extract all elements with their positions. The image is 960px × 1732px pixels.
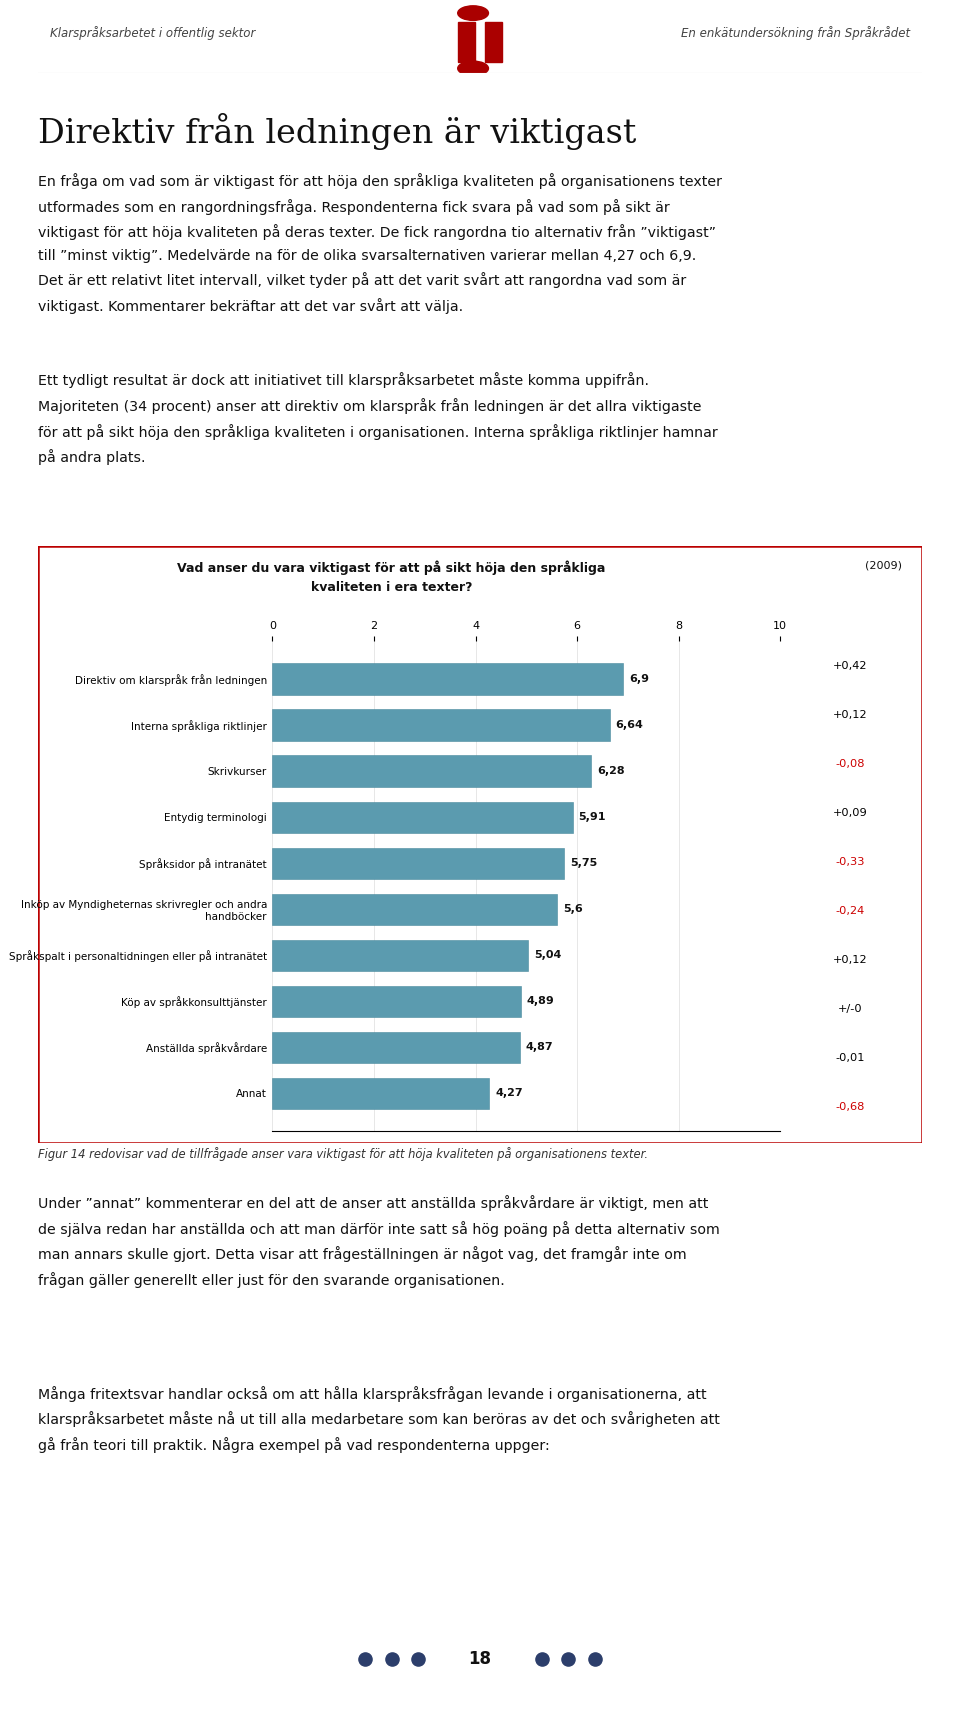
Text: +/-0: +/-0 bbox=[838, 1003, 863, 1013]
Text: 4,27: 4,27 bbox=[495, 1088, 523, 1098]
Point bbox=[561, 1645, 576, 1673]
Text: kvaliteten i era texter?: kvaliteten i era texter? bbox=[311, 582, 472, 594]
Text: Under ”annat” kommenterar en del att de anser att anställda språkvårdare är vikt: Under ”annat” kommenterar en del att de … bbox=[38, 1195, 720, 1289]
Bar bbox=[273, 755, 591, 786]
Point bbox=[384, 1645, 399, 1673]
Text: Ett tydligt resultat är dock att initiativet till klarspråksarbetet måste komma : Ett tydligt resultat är dock att initiat… bbox=[38, 372, 718, 466]
Text: 18: 18 bbox=[468, 1651, 492, 1668]
Circle shape bbox=[458, 5, 489, 21]
Text: 6,28: 6,28 bbox=[597, 766, 625, 776]
Text: 5,6: 5,6 bbox=[563, 904, 583, 914]
Text: +0,09: +0,09 bbox=[833, 807, 868, 818]
Text: Vad anser du vara viktigast för att på sikt höja den språkliga: Vad anser du vara viktigast för att på s… bbox=[178, 561, 606, 575]
Text: Direktiv från ledningen är viktigast: Direktiv från ledningen är viktigast bbox=[38, 113, 636, 151]
Text: (2009): (2009) bbox=[865, 561, 902, 570]
Text: En enkätundersökning från Språkrådet: En enkätundersökning från Språkrådet bbox=[681, 26, 910, 40]
Bar bbox=[459, 23, 475, 62]
Bar bbox=[273, 847, 564, 878]
Bar bbox=[273, 710, 610, 741]
Bar bbox=[273, 1077, 490, 1108]
Point bbox=[534, 1645, 549, 1673]
Bar bbox=[273, 986, 520, 1017]
Text: +0,42: +0,42 bbox=[833, 660, 868, 670]
Text: 5,75: 5,75 bbox=[570, 857, 598, 868]
Text: 5,91: 5,91 bbox=[579, 812, 606, 823]
FancyBboxPatch shape bbox=[38, 546, 922, 1143]
Text: +0,12: +0,12 bbox=[833, 954, 868, 965]
Text: 6,9: 6,9 bbox=[629, 674, 649, 684]
Text: +0,12: +0,12 bbox=[833, 710, 868, 721]
Text: Figur 14 redovisar vad de tillfrågade anser vara viktigast för att höja kvalitet: Figur 14 redovisar vad de tillfrågade an… bbox=[38, 1147, 648, 1160]
Bar bbox=[273, 894, 557, 925]
Text: 6,64: 6,64 bbox=[615, 721, 643, 731]
Circle shape bbox=[458, 61, 489, 76]
Bar bbox=[273, 1032, 519, 1063]
Point bbox=[588, 1645, 603, 1673]
Bar bbox=[485, 23, 501, 62]
Text: -0,01: -0,01 bbox=[836, 1053, 865, 1063]
Text: 4,87: 4,87 bbox=[526, 1043, 554, 1053]
Text: -0,08: -0,08 bbox=[836, 759, 865, 769]
Bar bbox=[273, 802, 572, 833]
Text: En fråga om vad som är viktigast för att höja den språkliga kvaliteten på organi: En fråga om vad som är viktigast för att… bbox=[38, 173, 722, 313]
Bar bbox=[273, 939, 528, 972]
Text: -0,68: -0,68 bbox=[836, 1102, 865, 1112]
Text: Klarspråksarbetet i offentlig sektor: Klarspråksarbetet i offentlig sektor bbox=[50, 26, 255, 40]
Text: -0,33: -0,33 bbox=[836, 857, 865, 866]
Text: 4,89: 4,89 bbox=[527, 996, 555, 1006]
Point bbox=[411, 1645, 426, 1673]
Bar bbox=[273, 663, 623, 695]
Text: 5,04: 5,04 bbox=[535, 951, 562, 960]
Text: -0,24: -0,24 bbox=[836, 906, 865, 916]
Text: Många fritextsvar handlar också om att hålla klarspråksfrågan levande i organisa: Många fritextsvar handlar också om att h… bbox=[38, 1386, 720, 1453]
Point bbox=[357, 1645, 372, 1673]
